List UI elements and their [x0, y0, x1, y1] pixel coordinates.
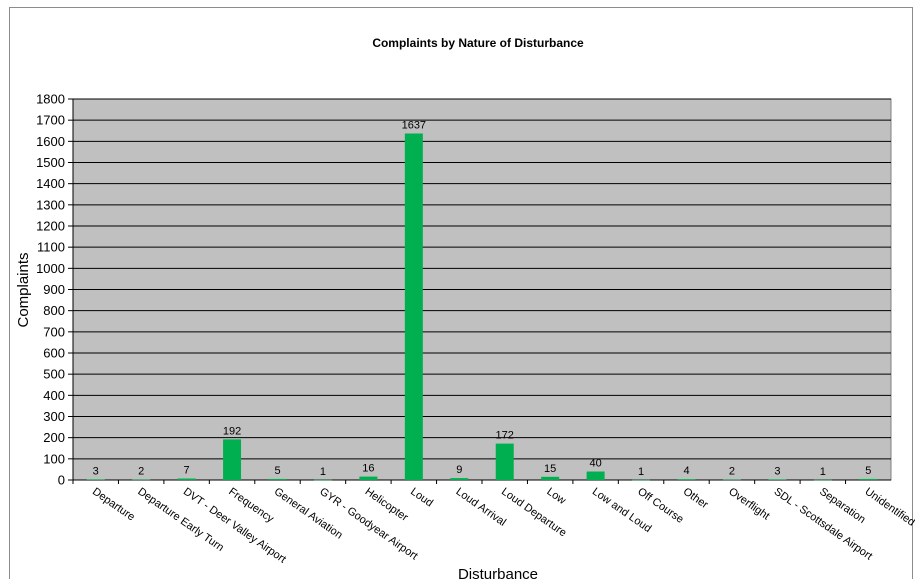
bar — [404, 133, 423, 481]
data-label: 1637 — [402, 120, 426, 132]
x-tick-label: Other — [681, 486, 711, 512]
bar — [632, 479, 651, 481]
data-label: 1 — [638, 466, 644, 478]
data-label: 7 — [184, 465, 190, 477]
bar — [495, 443, 514, 480]
y-tick-label: 1400 — [36, 176, 65, 191]
x-tick-label: Departure — [90, 486, 137, 524]
x-tick-label: Loud Arrival — [454, 486, 508, 529]
y-tick-label: 800 — [43, 303, 65, 318]
y-tick-label: 0 — [58, 473, 65, 488]
chart-title: Complaints by Nature of Disturbance — [372, 36, 584, 50]
y-tick-label: 400 — [43, 388, 65, 403]
bar — [677, 479, 696, 480]
bar — [132, 479, 151, 481]
y-tick-label: 700 — [43, 324, 65, 339]
data-label: 192 — [223, 425, 241, 437]
y-tick-label: 600 — [43, 346, 65, 361]
data-label: 1 — [320, 466, 326, 478]
data-label: 172 — [496, 430, 514, 442]
bar — [359, 476, 378, 480]
x-axis-title: Disturbance — [458, 566, 538, 581]
data-label: 9 — [456, 464, 462, 476]
data-label: 4 — [683, 465, 689, 477]
x-tick-label: Low — [544, 486, 567, 507]
y-axis-title: Complaints — [15, 252, 32, 327]
bar — [86, 479, 105, 480]
y-tick-label: 1200 — [36, 219, 65, 234]
y-tick-label: 100 — [43, 451, 65, 466]
x-tick-label: Unidentified — [863, 486, 915, 529]
y-tick-label: 1500 — [36, 155, 65, 170]
y-tick-label: 1000 — [36, 261, 65, 276]
bar — [541, 476, 560, 480]
bar — [586, 471, 605, 480]
bar — [768, 479, 787, 480]
y-tick-label: 200 — [43, 430, 65, 445]
data-label: 2 — [138, 466, 144, 478]
y-tick-label: 1800 — [36, 92, 65, 107]
y-tick-label: 900 — [43, 282, 65, 297]
y-tick-label: 1700 — [36, 113, 65, 128]
x-tick-label: Departure Early Turn — [135, 486, 226, 554]
data-label: 40 — [589, 458, 601, 470]
plot-area: 0 100 200 300 400 500 600 700 800 900 1000 1100 1200… — [36, 92, 915, 566]
y-tick-label: 1100 — [37, 240, 65, 255]
bar — [177, 478, 196, 480]
bar — [450, 478, 469, 480]
bar — [268, 478, 287, 480]
data-label: 16 — [362, 463, 374, 475]
y-tick-label: 1600 — [36, 134, 65, 149]
x-tick-label: Overflight — [726, 486, 771, 523]
bar — [223, 439, 242, 480]
bar — [313, 479, 332, 481]
data-label: 3 — [774, 465, 780, 477]
data-label: 5 — [865, 465, 871, 477]
y-tick-label: 1300 — [36, 197, 65, 212]
data-label: 3 — [93, 465, 99, 477]
bar — [859, 478, 878, 480]
data-label: 2 — [729, 466, 735, 478]
bar — [813, 479, 832, 481]
y-tick-label: 500 — [43, 367, 65, 382]
data-label: 5 — [274, 465, 280, 477]
y-tick-label: 300 — [43, 409, 65, 424]
data-label: 1 — [820, 466, 826, 478]
data-label: 15 — [544, 463, 556, 475]
x-tick-label: Loud — [408, 486, 435, 510]
bar — [722, 479, 741, 481]
